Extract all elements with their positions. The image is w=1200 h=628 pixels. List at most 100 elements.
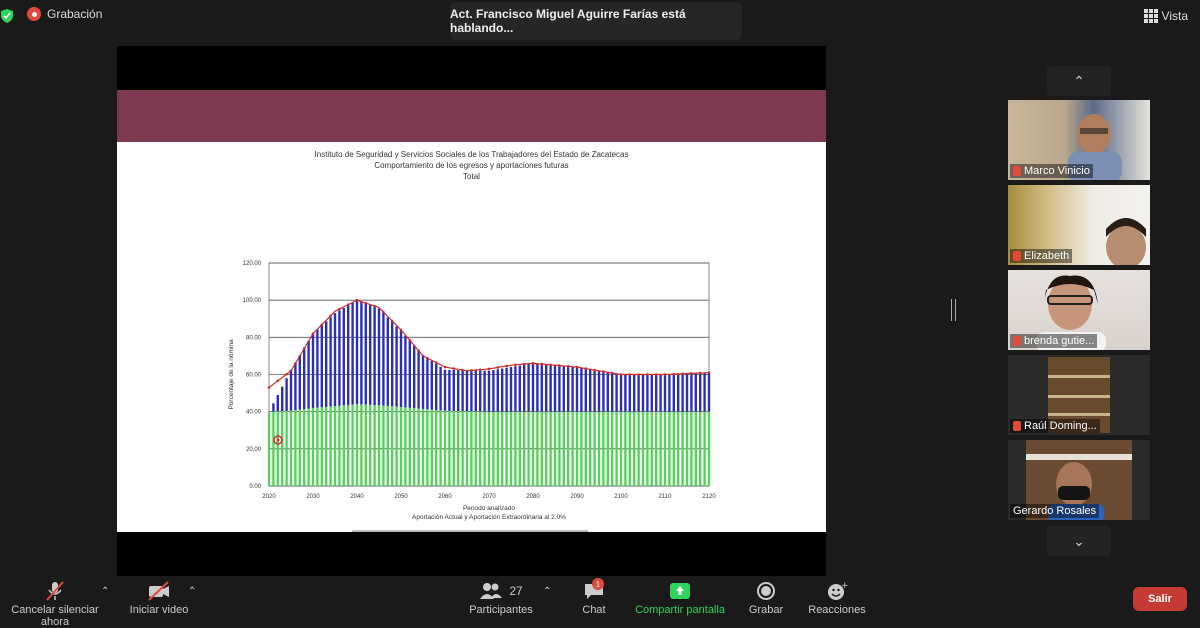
egresos-point xyxy=(461,368,464,372)
participants-options-caret-icon[interactable]: ⌃ xyxy=(543,586,552,597)
participant-name-tag: Elizabeth xyxy=(1010,249,1073,263)
aportacion-extraordinaria-bar xyxy=(338,310,341,406)
x-tick-label: 2090 xyxy=(570,494,584,500)
y-tick-label: 80.00 xyxy=(246,335,262,341)
aportacion-bar xyxy=(452,410,455,486)
active-speaker-banner: Act. Francisco Miguel Aguirre Farías est… xyxy=(450,2,742,40)
aportacion-extraordinaria-bar xyxy=(289,369,293,411)
participant-video xyxy=(1026,440,1132,520)
aportacion-bar xyxy=(545,411,548,486)
participant-tile[interactable]: Marco Vinicio xyxy=(1008,100,1150,180)
record-label: Grabar xyxy=(748,604,784,616)
aportacion-bar xyxy=(479,411,482,486)
egresos-point xyxy=(329,314,332,318)
aportacion-extraordinaria-bar xyxy=(483,370,486,412)
shield-icon[interactable] xyxy=(0,8,14,24)
aportacion-bar xyxy=(457,411,460,486)
participant-name-tag: Raúl Doming... xyxy=(1010,419,1100,433)
aportacion-extraordinaria-bar xyxy=(373,306,376,405)
split-resize-handle[interactable] xyxy=(951,299,956,321)
aportacion-extraordinaria-bar xyxy=(364,303,367,405)
aportacion-extraordinaria-bar xyxy=(619,374,623,412)
recording-indicator[interactable]: Grabación xyxy=(27,7,102,21)
aportacion-extraordinaria-bar xyxy=(624,374,627,412)
reactions-button[interactable]: + Reacciones xyxy=(808,580,866,616)
aportacion-extraordinaria-bar xyxy=(611,373,614,412)
aportacion-extraordinaria-bar xyxy=(509,367,513,412)
aportacion-extraordinaria-bar xyxy=(421,354,425,409)
chart-title-line-1: Instituto de Seguridad y Servicios Socia… xyxy=(314,150,629,159)
chart-title-line-3: Total xyxy=(463,172,480,181)
aportacion-bar xyxy=(461,411,464,486)
thumbnails-down-button[interactable]: ⌄ xyxy=(1047,526,1111,556)
aportacion-extraordinaria-bar xyxy=(518,365,521,412)
aportacion-extraordinaria-bar xyxy=(399,330,403,408)
aportacion-bar xyxy=(439,410,442,486)
aportacion-extraordinaria-bar xyxy=(650,374,653,412)
aportacion-extraordinaria-bar xyxy=(690,373,693,412)
egresos-point xyxy=(470,369,473,372)
view-label: Vista xyxy=(1161,9,1188,23)
egresos-point xyxy=(364,301,368,305)
aportacion-extraordinaria-bar xyxy=(360,301,363,405)
aportacion-extraordinaria-bar xyxy=(606,372,609,412)
participant-video xyxy=(1068,114,1122,180)
aportacion-extraordinaria-bar xyxy=(413,345,416,409)
egresos-point xyxy=(276,379,280,383)
aportacion-extraordinaria-bar xyxy=(351,302,354,405)
thumbnails-up-button[interactable]: ⌃ xyxy=(1047,66,1111,96)
presentation-slide: Instituto de Seguridad y Servicios Socia… xyxy=(117,90,826,532)
record-button[interactable]: Grabar xyxy=(746,580,786,616)
mute-button[interactable]: Cancelar silenciar ahora xyxy=(0,580,110,628)
aportacion-bar xyxy=(694,411,697,486)
aportacion-bar xyxy=(602,411,605,486)
aportacion-extraordinaria-bar xyxy=(496,369,499,412)
aportacion-extraordinaria-bar xyxy=(333,313,337,407)
aportacion-bar xyxy=(567,411,570,486)
aportacion-extraordinaria-bar xyxy=(276,394,279,412)
y-tick-label: 120.00 xyxy=(243,261,262,267)
aportacion-bar xyxy=(360,404,363,486)
recording-icon xyxy=(27,7,41,21)
aportacion-bar xyxy=(355,404,359,486)
leave-meeting-button[interactable]: Salir xyxy=(1133,587,1187,611)
aportacion-bar xyxy=(663,411,667,486)
audio-options-caret-icon[interactable]: ⌃ xyxy=(101,586,110,597)
aportacion-bar xyxy=(496,411,499,486)
x-axis-sublabel: Aportación Actual y Aportación Extraordi… xyxy=(412,514,566,521)
egresos-point xyxy=(707,371,711,374)
participant-tile[interactable]: Raúl Doming... xyxy=(1008,355,1150,435)
egresos-point xyxy=(602,370,605,373)
share-screen-button[interactable]: Compartir pantalla xyxy=(634,580,726,616)
egresos-point xyxy=(514,363,517,367)
video-options-caret-icon[interactable]: ⌃ xyxy=(188,586,197,597)
aportacion-bar xyxy=(540,411,543,486)
record-icon xyxy=(757,582,775,600)
aportacion-extraordinaria-bar xyxy=(553,365,557,412)
video-button[interactable]: Iniciar video xyxy=(128,580,190,616)
aportacion-extraordinaria-bar xyxy=(342,307,345,406)
participant-tile[interactable]: brenda gutie... xyxy=(1008,270,1150,350)
participant-name-tag: Gerardo Rosales xyxy=(1010,504,1100,518)
participants-button[interactable]: 27 Participantes xyxy=(468,580,534,616)
view-button[interactable]: Vista xyxy=(1143,9,1188,23)
chart-title: Instituto de Seguridad y Servicios Socia… xyxy=(117,149,826,182)
egresos-point xyxy=(663,373,667,376)
aportacion-extraordinaria-bar xyxy=(492,370,495,412)
participant-tile[interactable]: Gerardo Rosales xyxy=(1008,440,1150,520)
aportacion-extraordinaria-bar xyxy=(443,369,447,411)
chat-button[interactable]: 1 Chat xyxy=(578,578,610,616)
aportacion-bar xyxy=(320,407,323,486)
aportacion-extraordinaria-bar xyxy=(307,340,310,409)
x-tick-label: 2060 xyxy=(438,494,452,500)
x-axis-label: Periodo analizado xyxy=(463,505,515,512)
egresos-point xyxy=(267,386,271,389)
chevron-up-icon: ⌃ xyxy=(1073,72,1085,89)
aportacion-extraordinaria-bar xyxy=(663,374,667,412)
aportacion-bar xyxy=(637,411,640,486)
aportacion-bar xyxy=(681,411,684,486)
aportacion-extraordinaria-bar xyxy=(703,372,706,412)
aportacion-bar xyxy=(580,411,583,486)
participant-tile[interactable]: Elizabeth xyxy=(1008,185,1150,265)
aportacion-bar xyxy=(597,411,601,486)
